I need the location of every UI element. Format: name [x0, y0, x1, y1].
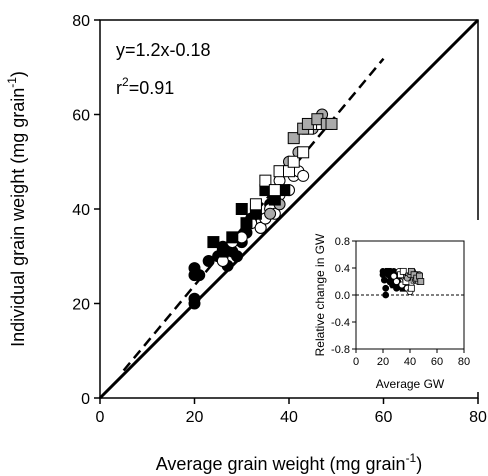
x-axis-title: Average grain weight (mg grain-1): [156, 451, 422, 474]
data-point: [254, 221, 267, 234]
x-tick-label: 20: [186, 409, 204, 426]
inset-background: [314, 220, 479, 392]
data-point: [207, 236, 220, 249]
inset-y-axis-title: Relative change in GW: [313, 233, 327, 356]
inset-y-tick-label: 0.0: [335, 290, 350, 302]
y-tick-label: 60: [72, 108, 90, 125]
data-point: [249, 198, 262, 211]
inset-data-point: [382, 291, 390, 299]
data-point: [287, 155, 300, 168]
y-tick-label: 20: [72, 297, 90, 314]
data-point: [235, 203, 248, 215]
inset-data-point: [393, 278, 400, 285]
x-tick-label: 0: [96, 409, 105, 426]
data-point: [202, 254, 215, 267]
x-tick-label: 40: [280, 409, 298, 426]
one-to-one-line: [98, 18, 480, 400]
inset-data-point: [384, 267, 392, 275]
inset-data-point: [407, 284, 415, 292]
main-ticks: 0 20 40 60 80 0 20 40 60 80: [72, 13, 487, 426]
data-point: [226, 231, 239, 244]
y-tick-label: 80: [72, 13, 90, 30]
data-point: [193, 269, 206, 282]
inset-data-point: [382, 284, 390, 292]
inset-ticks: 0 20 40 60 80 -0.8 -0.4 0.0 0.4 0.8: [331, 236, 470, 368]
data-point: [240, 217, 253, 230]
inset-y-tick-label: 0.8: [335, 236, 350, 248]
data-point: [264, 207, 277, 220]
y-axis-title: Individual grain weight (mg grain-1): [5, 71, 28, 347]
data-point: [325, 117, 338, 130]
inset-y-tick-label: -0.4: [331, 317, 350, 329]
x-tick-label: 80: [469, 409, 487, 426]
regression-equation: y=1.2x-0.18: [116, 40, 211, 60]
inset-data-point: [417, 278, 425, 285]
inset-data-point: [399, 267, 407, 275]
inset-x-tick-label: 20: [377, 356, 389, 368]
y-tick-label: 0: [81, 391, 90, 408]
regression-line: [122, 57, 385, 372]
data-point: [268, 184, 281, 197]
inset-x-tick-label: 40: [404, 356, 416, 368]
inset-x-tick-label: 0: [353, 356, 359, 368]
data-point: [231, 250, 244, 263]
y-tick-label: 40: [72, 202, 90, 219]
inset-x-tick-label: 60: [431, 356, 443, 368]
x-tick-label: 60: [375, 409, 393, 426]
data-point: [216, 245, 229, 258]
inset-y-tick-label: -0.8: [331, 344, 350, 356]
data-point: [297, 146, 310, 159]
inset-points: [379, 267, 425, 299]
data-point: [297, 169, 310, 182]
inset-data-point: [390, 272, 398, 280]
data-point: [259, 174, 272, 187]
main-points: [188, 108, 338, 310]
inset-x-axis-title: Average GW: [376, 377, 445, 391]
r-squared: r2=0.91: [116, 75, 174, 98]
inset-y-tick-label: 0.4: [335, 263, 350, 275]
inset-x-tick-label: 80: [458, 356, 470, 368]
data-point: [287, 132, 300, 145]
data-point: [188, 292, 201, 305]
main-lines: [98, 18, 480, 400]
